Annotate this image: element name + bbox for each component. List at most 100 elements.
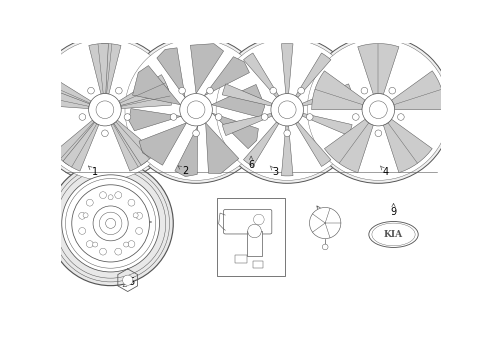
- Polygon shape: [295, 122, 331, 166]
- Ellipse shape: [34, 39, 176, 180]
- Ellipse shape: [122, 36, 270, 183]
- Ellipse shape: [261, 114, 268, 120]
- Polygon shape: [129, 109, 181, 131]
- Ellipse shape: [304, 36, 452, 183]
- Ellipse shape: [253, 214, 264, 225]
- Ellipse shape: [99, 248, 106, 255]
- Ellipse shape: [213, 36, 361, 183]
- Ellipse shape: [298, 87, 304, 94]
- Ellipse shape: [361, 87, 368, 94]
- Ellipse shape: [72, 185, 149, 262]
- Polygon shape: [244, 122, 279, 166]
- Polygon shape: [119, 75, 170, 105]
- Ellipse shape: [31, 36, 179, 183]
- Ellipse shape: [306, 114, 313, 120]
- Ellipse shape: [79, 212, 86, 219]
- FancyBboxPatch shape: [223, 210, 272, 234]
- Polygon shape: [175, 126, 198, 177]
- Ellipse shape: [397, 114, 404, 120]
- Ellipse shape: [133, 213, 138, 218]
- Ellipse shape: [270, 87, 277, 94]
- Ellipse shape: [128, 199, 135, 206]
- Ellipse shape: [362, 94, 394, 126]
- Ellipse shape: [179, 87, 186, 94]
- Ellipse shape: [389, 87, 395, 94]
- Polygon shape: [157, 48, 185, 98]
- Ellipse shape: [307, 39, 449, 180]
- Ellipse shape: [375, 130, 382, 136]
- Ellipse shape: [278, 101, 296, 118]
- Text: 6: 6: [248, 159, 254, 170]
- Ellipse shape: [271, 94, 303, 126]
- Ellipse shape: [322, 244, 328, 250]
- Ellipse shape: [83, 213, 88, 218]
- Polygon shape: [244, 53, 279, 98]
- Polygon shape: [312, 71, 365, 110]
- Ellipse shape: [79, 228, 86, 234]
- Text: 4: 4: [383, 167, 389, 177]
- Bar: [217, 198, 285, 276]
- Polygon shape: [133, 66, 181, 105]
- Text: KIA: KIA: [384, 230, 403, 239]
- Polygon shape: [120, 86, 172, 109]
- Ellipse shape: [128, 240, 135, 247]
- Ellipse shape: [96, 101, 114, 118]
- Ellipse shape: [352, 114, 359, 120]
- Ellipse shape: [88, 87, 95, 94]
- Ellipse shape: [187, 101, 205, 118]
- Ellipse shape: [369, 101, 387, 118]
- Polygon shape: [114, 120, 156, 165]
- Polygon shape: [41, 75, 91, 105]
- Ellipse shape: [122, 275, 133, 285]
- Bar: [235, 255, 247, 263]
- Polygon shape: [295, 53, 331, 98]
- Ellipse shape: [79, 114, 86, 120]
- Ellipse shape: [216, 39, 358, 180]
- Ellipse shape: [170, 114, 177, 120]
- Text: 8: 8: [319, 209, 326, 219]
- Ellipse shape: [136, 212, 143, 219]
- Polygon shape: [111, 122, 147, 171]
- Text: 3: 3: [273, 167, 279, 177]
- Ellipse shape: [284, 130, 291, 136]
- Polygon shape: [101, 44, 121, 94]
- Ellipse shape: [106, 219, 116, 228]
- Ellipse shape: [310, 207, 341, 239]
- Ellipse shape: [86, 199, 93, 206]
- Ellipse shape: [89, 94, 121, 126]
- Ellipse shape: [99, 192, 106, 199]
- Polygon shape: [63, 122, 99, 171]
- Ellipse shape: [93, 206, 128, 241]
- Ellipse shape: [193, 130, 199, 136]
- Text: 2: 2: [183, 166, 189, 176]
- Ellipse shape: [116, 87, 122, 94]
- Polygon shape: [222, 113, 272, 136]
- Bar: [253, 261, 263, 268]
- Polygon shape: [139, 123, 187, 165]
- Polygon shape: [324, 119, 373, 173]
- Ellipse shape: [101, 130, 108, 136]
- Ellipse shape: [115, 248, 122, 255]
- Ellipse shape: [123, 242, 128, 247]
- Polygon shape: [392, 71, 445, 110]
- Ellipse shape: [99, 212, 122, 235]
- Ellipse shape: [180, 94, 212, 126]
- Polygon shape: [191, 44, 223, 94]
- Polygon shape: [89, 44, 108, 94]
- Polygon shape: [302, 84, 352, 106]
- Polygon shape: [204, 57, 249, 96]
- Bar: [247, 231, 262, 256]
- Ellipse shape: [93, 242, 98, 247]
- Polygon shape: [222, 84, 272, 106]
- Polygon shape: [212, 85, 265, 118]
- Text: 9: 9: [391, 207, 396, 217]
- Polygon shape: [54, 120, 96, 165]
- Polygon shape: [38, 86, 90, 109]
- Ellipse shape: [62, 175, 159, 272]
- Ellipse shape: [48, 161, 173, 285]
- Text: 1: 1: [92, 167, 98, 177]
- Ellipse shape: [108, 195, 113, 200]
- Polygon shape: [358, 44, 399, 94]
- Ellipse shape: [66, 179, 156, 268]
- Polygon shape: [281, 44, 293, 94]
